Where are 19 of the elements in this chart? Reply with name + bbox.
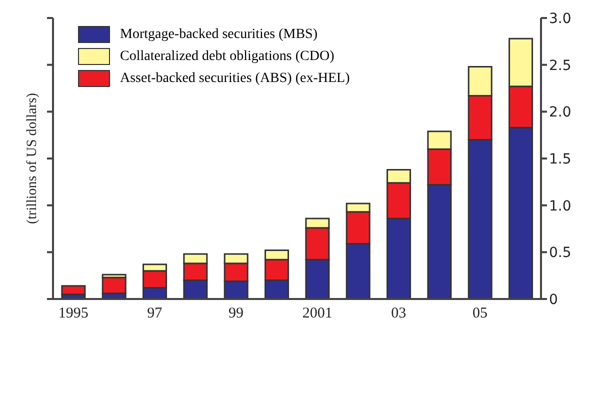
x-tick-label: 97 xyxy=(147,306,163,322)
legend-label: Collateralized debt obligations (CDO) xyxy=(120,48,334,64)
y-tick-label: 2.0 xyxy=(549,104,572,121)
y-tick-label: 1.0 xyxy=(549,198,572,214)
bar xyxy=(61,285,86,296)
x-tick-label: 1995 xyxy=(58,306,88,322)
bar xyxy=(102,276,126,294)
y-tick-label: 1.5 xyxy=(549,151,572,168)
x-tick-label: 2001 xyxy=(302,306,332,322)
y-tick-label: 0.5 xyxy=(549,245,572,262)
x-tick-label: 99 xyxy=(228,306,244,322)
y-tick-label: 2.5 xyxy=(549,58,572,74)
y-tick-label: 0 xyxy=(549,292,558,308)
legend-label: Asset-backed securities (ABS) (ex-HEL) xyxy=(120,70,350,86)
y-tick-label: 3.0 xyxy=(549,10,572,27)
legend-label: Mortgage-backed securities (MBS) xyxy=(120,26,318,42)
y-axis-title: (trillions of US dollars) xyxy=(24,92,40,224)
x-tick-label: 05 xyxy=(472,306,488,322)
x-tick-label: 03 xyxy=(391,306,406,322)
